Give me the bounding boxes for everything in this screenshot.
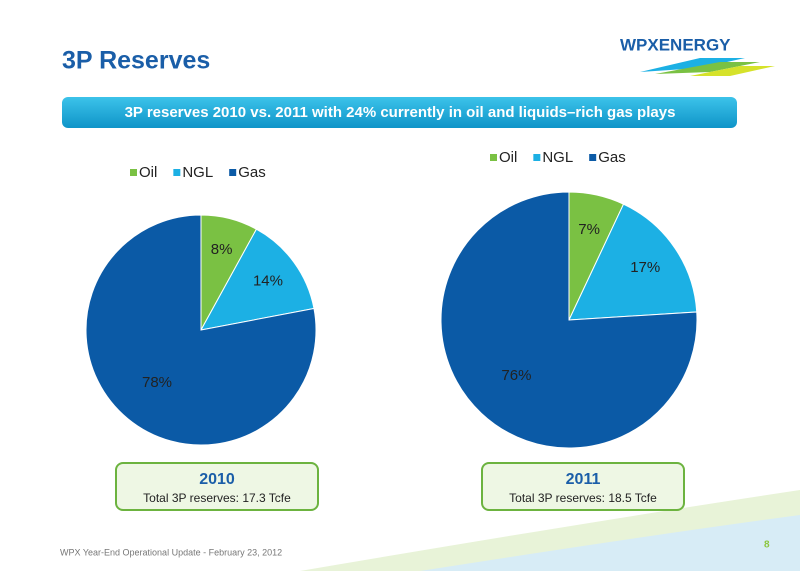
page-number: 8 [764, 540, 770, 551]
data-label: 14% [253, 272, 283, 289]
legend-label: Oil [499, 149, 517, 166]
footer-swoosh [420, 515, 800, 571]
data-label: 78% [142, 374, 172, 391]
legend-marker [229, 169, 237, 176]
logo: WPXENERGY [620, 35, 731, 54]
legend-marker [130, 169, 137, 176]
footer-text: WPX Year-End Operational Update - Februa… [60, 547, 282, 557]
caption-subtitle: Total 3P reserves: 18.5 Tcfe [509, 491, 657, 505]
legend-marker [589, 154, 597, 161]
banner [62, 97, 737, 128]
data-label: 17% [630, 259, 660, 276]
legend-label: NGL [182, 164, 213, 181]
caption-box [481, 462, 685, 511]
data-label: 76% [501, 367, 531, 384]
legend-label: Gas [598, 149, 626, 166]
slide-title: 3P Reserves [62, 47, 210, 75]
data-label: 8% [211, 241, 233, 258]
legend-label: Gas [238, 164, 266, 181]
legend-label: Oil [139, 164, 157, 181]
data-label: 7% [578, 221, 600, 238]
logo-swoosh [640, 58, 745, 72]
banner-text: 3P reserves 2010 vs. 2011 with 24% curre… [125, 104, 676, 121]
legend-marker [533, 154, 541, 161]
pie-slice [568, 203, 698, 321]
legend-label: NGL [542, 149, 573, 166]
pie-slice [85, 214, 317, 446]
logo-swoosh [690, 66, 775, 76]
legend-marker [490, 154, 497, 161]
caption-title: 2010 [199, 471, 235, 488]
caption-subtitle: Total 3P reserves: 17.3 Tcfe [143, 491, 291, 505]
pie-slice [200, 228, 315, 331]
logo-swoosh [655, 62, 760, 74]
pie-slice [440, 191, 698, 449]
caption-title: 2011 [566, 471, 601, 488]
legend-marker [173, 169, 181, 176]
caption-box [115, 462, 319, 511]
